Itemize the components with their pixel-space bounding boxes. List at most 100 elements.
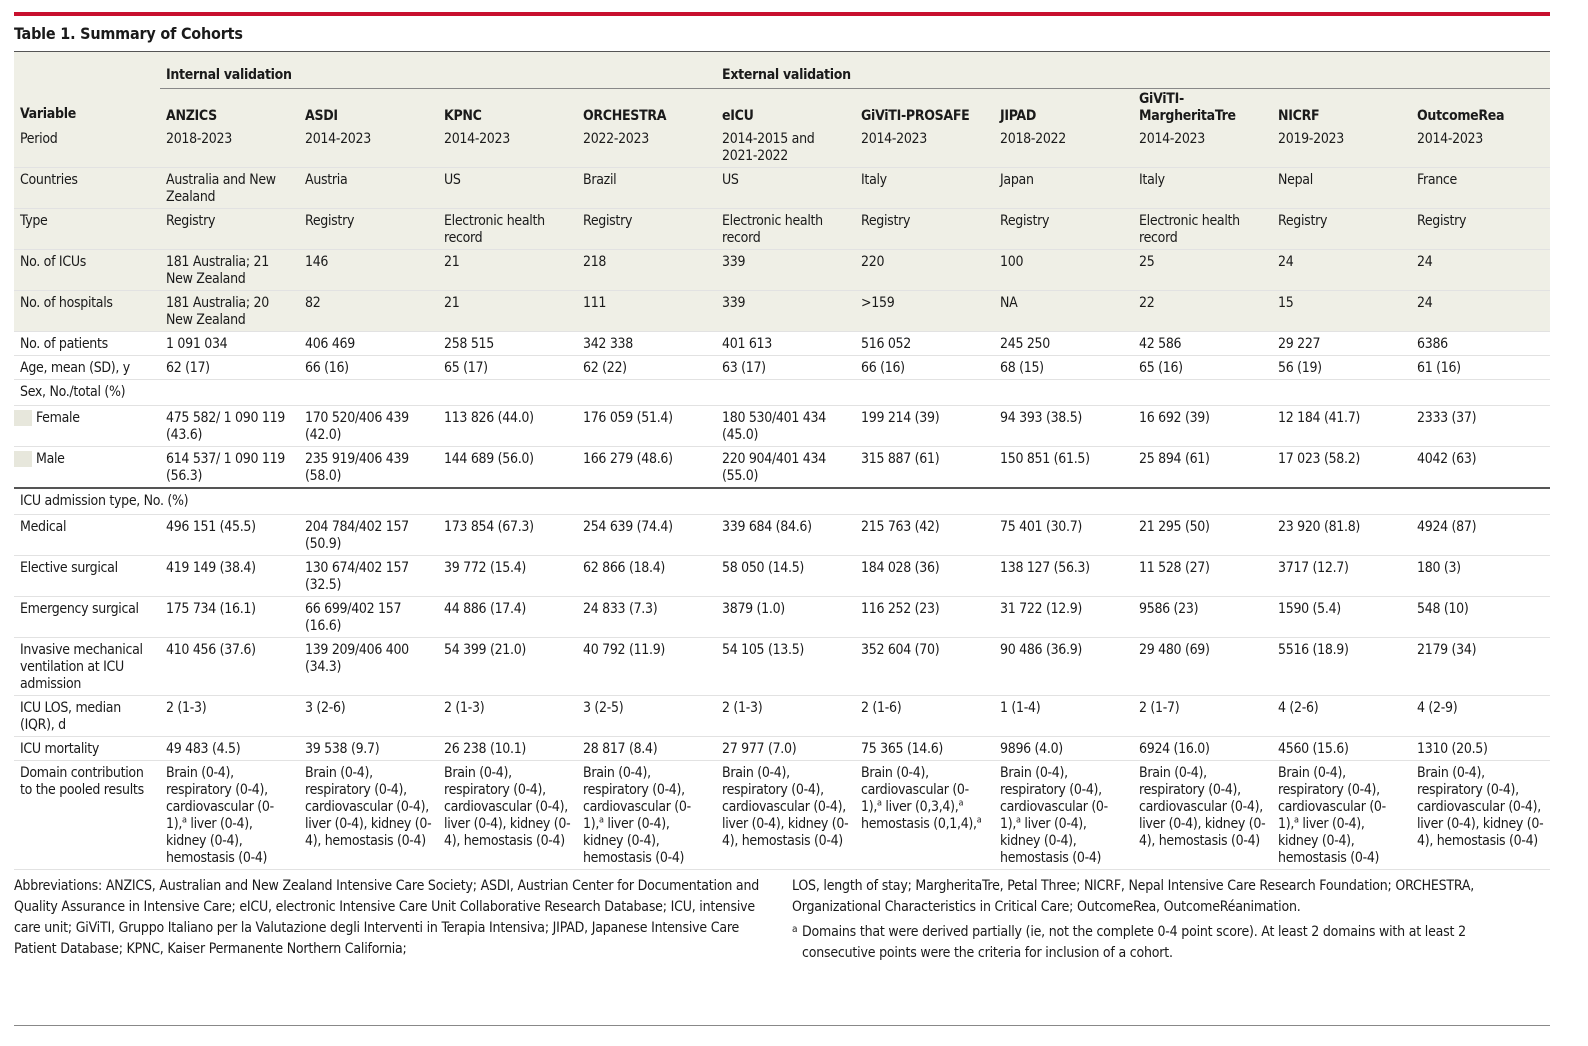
table-cell: 184 028 (36) <box>855 555 995 597</box>
table-cell: Registry <box>1411 208 1551 250</box>
table-cell: >159 <box>855 290 995 332</box>
footnote-marker: a <box>877 798 882 809</box>
cell-text: Brain (0-4), cardiovascular (0-1), <box>861 765 969 815</box>
table-cell: 2014-2023 <box>299 127 438 168</box>
table-page: Table 1. Summary of Cohorts Variable Int… <box>14 12 1551 964</box>
cohort-table: Variable Internal validation External va… <box>14 51 1551 870</box>
cell-text: liver (0-4), kidney (0-4), hemostasis (0… <box>1000 816 1102 866</box>
cell-text: Brain (0-4), respiratory (0-4), cardiova… <box>1000 765 1108 832</box>
table-cell: 175 734 (16.1) <box>160 596 299 638</box>
cell-text: Brain (0-4), respiratory (0-4), cardiova… <box>722 765 849 849</box>
table-cell: 3717 (12.7) <box>1272 555 1412 597</box>
table-cell: 24 <box>1411 290 1551 332</box>
table-cell: 75 365 (14.6) <box>855 736 995 761</box>
internal-validation-header: Internal validation <box>160 51 717 89</box>
table-cell: 176 059 (51.4) <box>577 405 717 447</box>
table-cell: 66 (16) <box>299 355 438 380</box>
table-cell: 40 792 (11.9) <box>577 637 717 696</box>
table-cell: NA <box>994 290 1134 332</box>
table-cell: 22 <box>1133 290 1273 332</box>
table-cell: 199 214 (39) <box>855 405 995 447</box>
indent-swatch <box>14 451 32 467</box>
table-cell: 113 826 (44.0) <box>438 405 577 447</box>
table-cell: 16 692 (39) <box>1133 405 1273 447</box>
table-cell: US <box>438 167 577 209</box>
cohort-header: GiViTI-PROSAFE <box>855 88 995 127</box>
row-label: Domain contribution to the pooled result… <box>14 760 160 870</box>
table-cell: 24 833 (7.3) <box>577 596 717 638</box>
row-label-text: Male <box>36 451 65 467</box>
row-sex: Sex, No./total (%) <box>14 379 1551 406</box>
cell-text: hemostasis (0,1,4), <box>861 816 977 832</box>
table-body: Period 2018-2023 2014-2023 2014-2023 2022-20… <box>14 127 1551 870</box>
table-cell: Austria <box>299 167 438 209</box>
table-cell: 1310 (20.5) <box>1411 736 1551 761</box>
table-cell: Registry <box>855 208 995 250</box>
table-cell: 419 149 (38.4) <box>160 555 299 597</box>
row-hospitals: No. of hospitals 181 Australia; 20 New Ze… <box>14 290 1551 332</box>
table-cell: 173 854 (67.3) <box>438 514 577 556</box>
table-cell: Registry <box>160 208 299 250</box>
table-cell: 54 105 (13.5) <box>716 637 856 696</box>
abbreviations-right: LOS, length of stay; MargheritaTre, Peta… <box>792 878 1475 915</box>
cohort-header-line: GiViTI- <box>1139 91 1184 107</box>
table-cell: 24 <box>1272 249 1412 291</box>
cell-text: liver (0-4), kidney (0-4), hemostasis (0… <box>166 816 268 866</box>
table-cell: 2333 (37) <box>1411 405 1551 447</box>
table-cell: 2014-2015 and 2021-2022 <box>716 127 856 168</box>
table-cell: Brazil <box>577 167 717 209</box>
table-cell: 21 <box>438 249 577 291</box>
table-cell: Brain (0-4), respiratory (0-4), cardiova… <box>1411 760 1551 870</box>
external-validation-header: External validation <box>716 51 1551 89</box>
top-rule <box>14 12 1550 16</box>
table-cell: 144 689 (56.0) <box>438 446 577 489</box>
table-cell: 6386 <box>1411 331 1551 356</box>
table-cell: 66 (16) <box>855 355 995 380</box>
table-cell: Nepal <box>1272 167 1412 209</box>
table-cell: Brain (0-4), respiratory (0-4), cardiova… <box>160 760 299 870</box>
table-cell: 4042 (63) <box>1411 446 1551 489</box>
table-cell: 39 772 (15.4) <box>438 555 577 597</box>
cohort-header: OutcomeRea <box>1411 88 1551 127</box>
table-cell: 180 530/401 434 (45.0) <box>716 405 856 447</box>
table-cell: 1 091 034 <box>160 331 299 356</box>
row-label: Type <box>14 208 160 250</box>
table-cell: 352 604 (70) <box>855 637 995 696</box>
table-cell: 75 401 (30.7) <box>994 514 1134 556</box>
table-cell: Brain (0-4), respiratory (0-4), cardiova… <box>1272 760 1412 870</box>
table-cell: 68 (15) <box>994 355 1134 380</box>
row-ventilation: Invasive mechanical ventilation at ICU a… <box>14 637 1551 696</box>
abbreviations-left: Abbreviations: ANZICS, Australian and Ne… <box>14 878 760 957</box>
cohort-header: ANZICS <box>160 88 299 127</box>
table-cell: 204 784/402 157 (50.9) <box>299 514 438 556</box>
cell-text: Brain (0-4), respiratory (0-4), cardiova… <box>166 765 274 832</box>
table-cell: 17 023 (58.2) <box>1272 446 1412 489</box>
table-cell: 1590 (5.4) <box>1272 596 1412 638</box>
table-cell: 342 338 <box>577 331 717 356</box>
table-cell: Electronic health record <box>1133 208 1273 250</box>
table-cell: France <box>1411 167 1551 209</box>
cohort-header-row: ANZICS ASDI KPNC ORCHESTRA eICU GiViTI-PROSAF… <box>14 88 1551 127</box>
table-cell: 2179 (34) <box>1411 637 1551 696</box>
cohort-header-line: eICU <box>722 108 754 124</box>
table-cell: 29 227 <box>1272 331 1412 356</box>
table-cell: 218 <box>577 249 717 291</box>
row-medical: Medical 496 151 (45.5) 204 784/402 157 (50… <box>14 514 1551 556</box>
row-label: Medical <box>14 514 160 556</box>
footnote-marker: a <box>958 798 964 809</box>
row-icus: No. of ICUs 181 Australia; 21 New Zealand… <box>14 249 1551 291</box>
table-cell: Italy <box>1133 167 1273 209</box>
row-age: Age, mean (SD), y 62 (17) 66 (16) 65 (17) 62… <box>14 355 1551 380</box>
table-cell: 258 515 <box>438 331 577 356</box>
cell-text: Brain (0-4), respiratory (0-4), cardiova… <box>583 765 691 832</box>
table-cell: 2019-2023 <box>1272 127 1412 168</box>
row-label: No. of hospitals <box>14 290 160 332</box>
table-cell: 54 399 (21.0) <box>438 637 577 696</box>
row-female: Female 475 582/ 1 090 119 (43.6) 170 520/4… <box>14 405 1551 447</box>
table-cell: 42 586 <box>1133 331 1273 356</box>
table-cell: 170 520/406 439 (42.0) <box>299 405 438 447</box>
table-cell: 2018-2022 <box>994 127 1134 168</box>
cell-text: liver (0-4), kidney (0-4), hemostasis (0… <box>1278 816 1380 866</box>
row-label: Invasive mechanical ventilation at ICU a… <box>14 637 160 696</box>
